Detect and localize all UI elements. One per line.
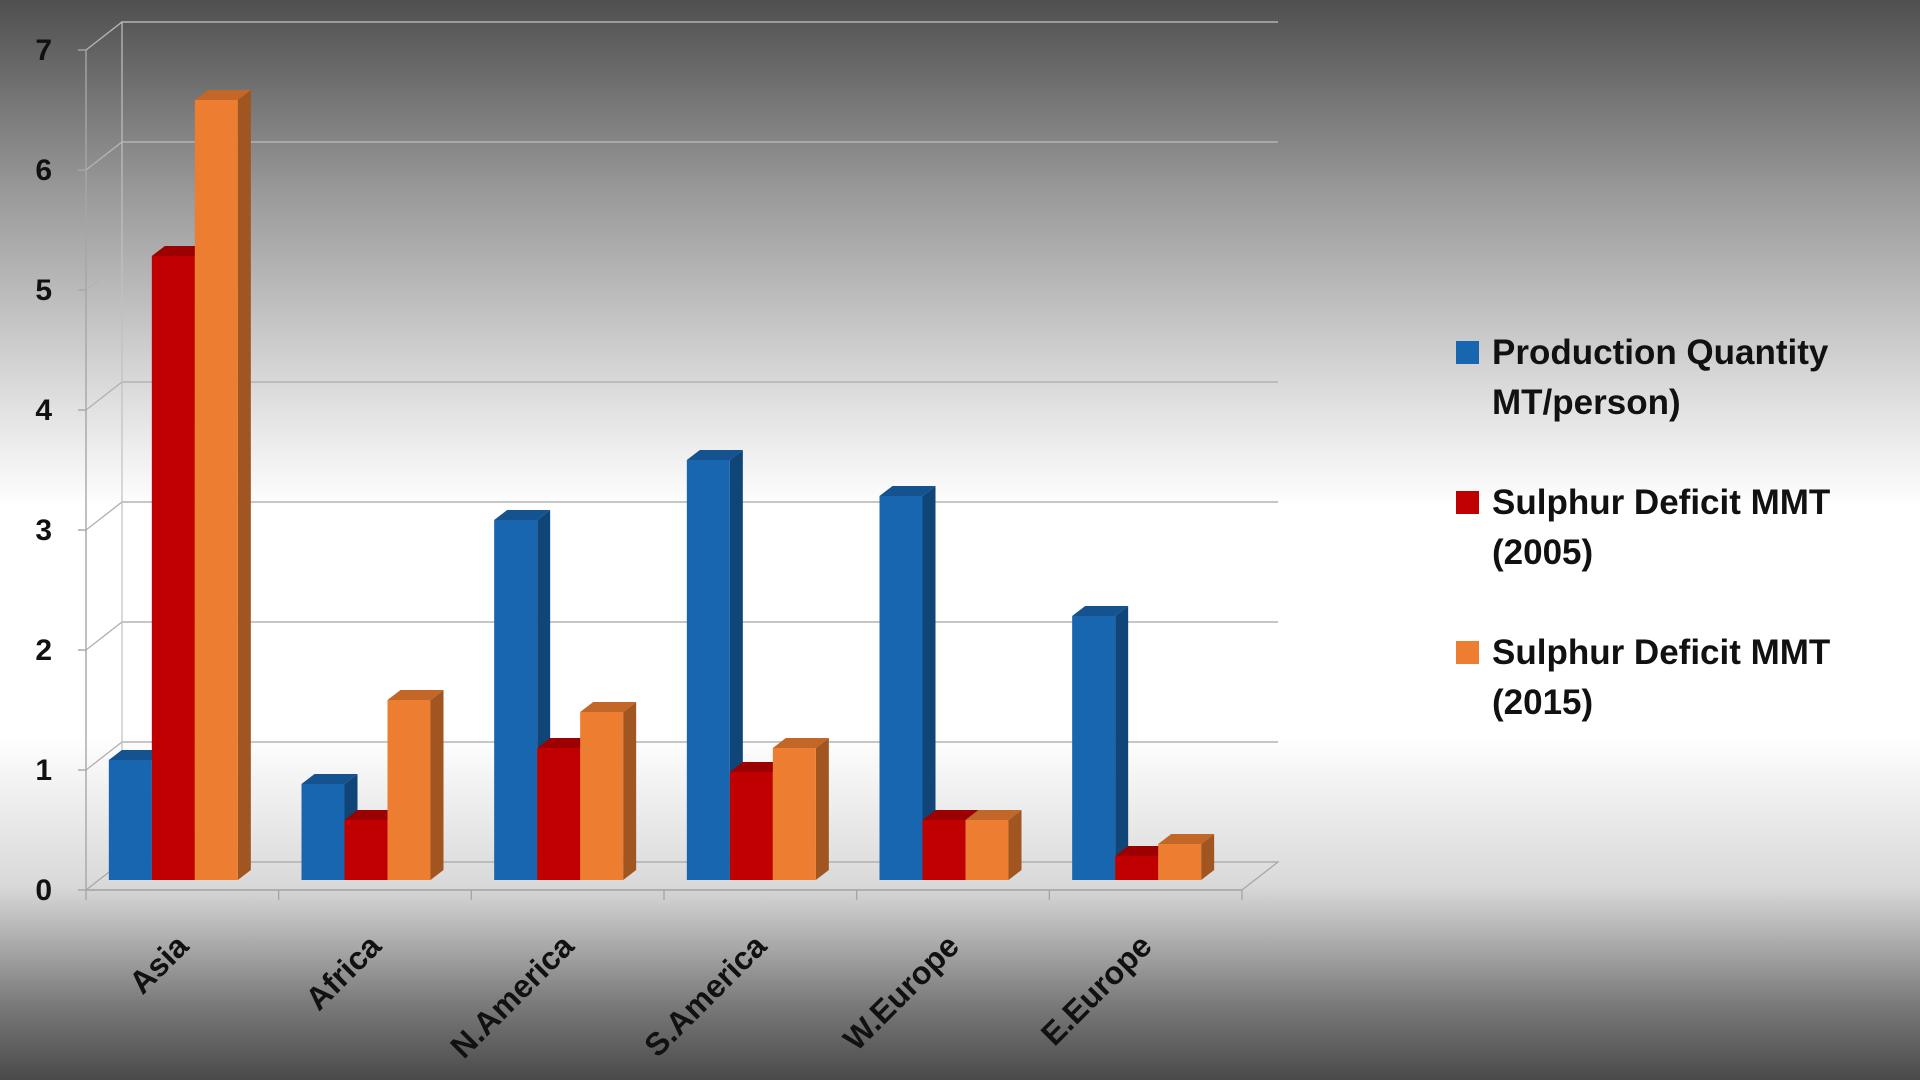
x-axis-ticks: Asia Africa N.America S.America W.Europe E.Eu… [85,890,1243,1065]
bar-top [1158,834,1215,844]
bar-front [965,820,1009,880]
bar-front [108,760,152,880]
bars [108,90,1215,880]
bar-front [194,100,238,880]
bar-front [1158,844,1202,880]
legend-swatch-deficit-2005 [1456,491,1479,514]
y-tick-label: 1 [35,754,52,787]
bar-top [772,738,829,748]
bar-top [1072,606,1129,616]
legend-label-line1: Production Quantity [1492,333,1829,372]
bar-top [301,774,358,784]
bar-front [301,784,345,880]
bar-top [151,246,208,256]
bar-side [1201,834,1215,880]
y-tick-label: 3 [35,514,52,547]
bar-top [729,762,786,772]
axes [85,22,1242,891]
y-axis-ticks: 0 1 2 3 4 5 6 7 [35,34,86,907]
bar-front [1072,616,1116,880]
bar-side [815,738,829,880]
bar-top [537,738,594,748]
legend-label-line2: (2005) [1492,533,1594,572]
bar-side [237,90,251,880]
bar-top [387,690,444,700]
bar-side [430,690,444,880]
bar-side [1115,606,1129,880]
bar-top [879,486,936,496]
bar-weurope-series-3[interactable] [965,810,1022,880]
gridline [85,501,1278,531]
gridline [85,261,1278,291]
gridline [85,381,1278,411]
x-tick-label: S.America [637,927,773,1063]
bar-front [772,748,816,880]
bar-front [494,520,538,880]
y-tick-label: 2 [35,634,52,667]
y-tick-label: 7 [35,34,52,67]
legend-item-production[interactable]: Production Quantity MT/person) [1456,328,1896,428]
bar-top [494,510,551,520]
bar-side [623,702,637,880]
y-tick-label: 6 [35,154,52,187]
legend-item-deficit-2005[interactable]: Sulphur Deficit MMT (2005) [1456,478,1896,578]
legend-label-line2: (2015) [1492,683,1594,722]
legend-item-deficit-2015[interactable]: Sulphur Deficit MMT (2015) [1456,628,1896,728]
bar-front [344,820,388,880]
bar-namerica-series-3[interactable] [580,702,637,880]
legend-swatch-deficit-2015 [1456,641,1479,664]
bar-front [580,712,624,880]
legend-label-line1: Sulphur Deficit MMT [1492,483,1831,522]
legend-label-line1: Sulphur Deficit MMT [1492,633,1831,672]
bar-weurope-series-1[interactable] [879,486,936,880]
bar-top [580,702,637,712]
bar-eeurope-series-1[interactable] [1072,606,1129,880]
bar-top [686,450,743,460]
bar-top [965,810,1022,820]
legend-label-line2: MT/person) [1492,383,1681,422]
y-tick-label: 5 [35,274,52,307]
bar-front [151,256,195,880]
x-tick-label: N.America [443,927,581,1065]
bar-top [922,810,979,820]
bar-side [1008,810,1022,880]
bar-front [879,496,923,880]
bar-eeurope-series-3[interactable] [1158,834,1215,880]
legend: Production Quantity MT/person) Sulphur D… [1456,328,1896,778]
x-tick-label: W.Europe [836,927,966,1057]
bar-front [922,820,966,880]
bar-front [537,748,581,880]
bar-front [1115,856,1159,880]
bar-top [1115,846,1172,856]
x-tick-label: E.Europe [1034,927,1159,1052]
y-tick-label: 0 [35,874,52,907]
bar-top [194,90,251,100]
bar-samerica-series-3[interactable] [772,738,829,880]
gridline [85,21,1278,51]
bar-africa-series-3[interactable] [387,690,444,880]
y-tick-label: 4 [35,394,52,427]
x-tick-label: Africa [298,927,388,1017]
bar-top [108,750,165,760]
bar-africa-series-1[interactable] [301,774,358,880]
legend-swatch-production [1456,341,1479,364]
x-tick-label: Asia [122,927,195,1000]
bar-front [387,700,431,880]
bar-front [686,460,730,880]
bar-top [344,810,401,820]
bar-asia-series-3[interactable] [194,90,251,880]
gridline [85,141,1278,171]
bar-side [922,486,936,880]
bar-front [729,772,773,880]
